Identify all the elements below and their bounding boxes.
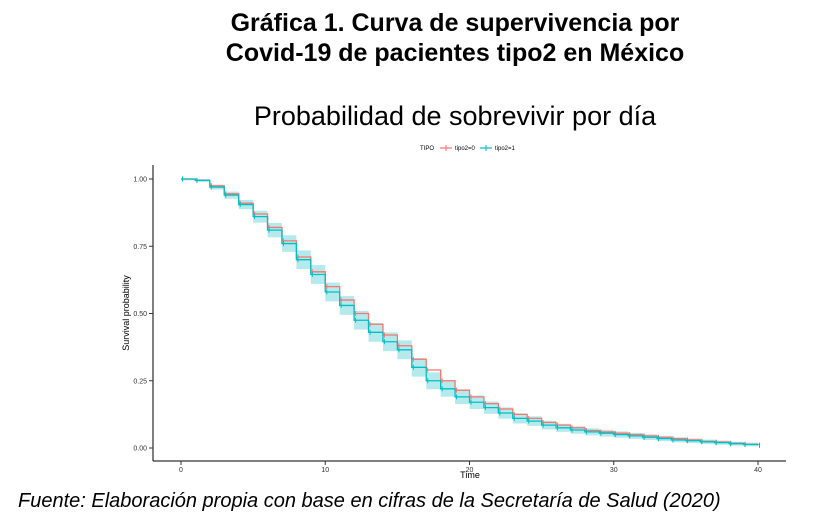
y-tick-label: 0.50: [133, 311, 147, 318]
y-tick-label: 0.00: [133, 446, 147, 453]
figure-title: Gráfica 1. Curva de supervivencia por Co…: [0, 8, 823, 68]
legend-label-tipo2-0: tipo2=0: [455, 146, 476, 152]
y-tick-label: 1.00: [133, 177, 147, 184]
y-axis-label: Survival probability: [121, 275, 131, 351]
legend: TIPO tipo2=0 tipo2=1: [420, 145, 516, 152]
x-tick-label: 10: [321, 467, 329, 474]
x-tick-label: 0: [179, 467, 183, 474]
confidence-band-step: [181, 179, 196, 181]
survival-curve-tipo2-1: [181, 178, 759, 446]
figure-title-line-1: Gráfica 1. Curva de supervivencia por: [230, 9, 680, 37]
x-tick-label: 30: [610, 467, 618, 474]
y-tick-label: 0.25: [133, 378, 147, 385]
legend-label-tipo2-1: tipo2=1: [495, 146, 516, 152]
series-layer: [181, 176, 760, 448]
axes-layer: [152, 165, 786, 462]
chart-title: Probabilidad de sobrevivir por día: [253, 101, 657, 131]
figure-title-line-2: Covid-19 de pacientes tipo2 en México: [225, 39, 685, 67]
x-tick-label: 20: [466, 467, 474, 474]
legend-item-tipo2-0: tipo2=0: [440, 145, 476, 152]
legend-item-tipo2-1: tipo2=1: [480, 145, 516, 152]
y-tick-label: 0.75: [133, 244, 147, 251]
legend-title: TIPO: [420, 146, 434, 152]
ticks-layer: 0 10 20 30 40 0.00 0.25 0.50 0.75 1.00: [133, 177, 762, 475]
x-tick-label: 40: [754, 467, 762, 474]
x-axis-label: Time: [460, 470, 480, 480]
source-note: Fuente: Elaboración propia con base en c…: [18, 490, 721, 512]
